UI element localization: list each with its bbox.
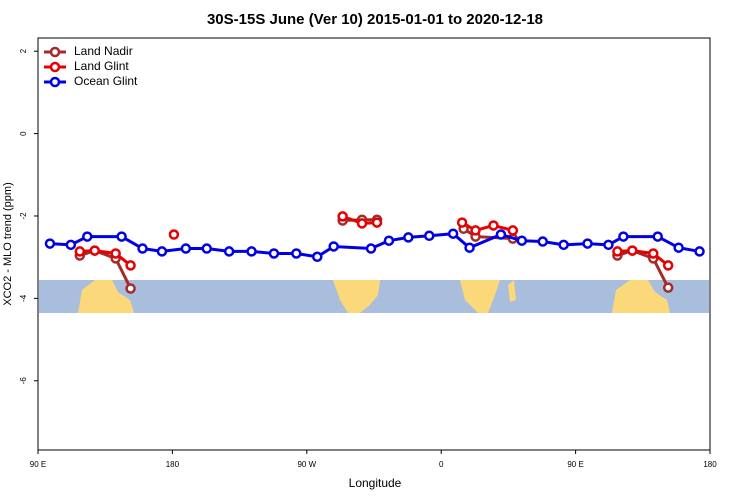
y-axis-label: XCO2 - MLO trend (ppm) [2,182,14,305]
point [65,239,77,251]
map-band [39,280,709,313]
point [627,245,638,256]
x-tick-label: 180 [166,460,180,469]
point [612,246,623,257]
plot-frame [37,37,711,451]
point [268,248,280,259]
point [365,243,377,254]
point [168,229,180,240]
point [223,246,235,257]
point [328,241,339,252]
legend-swatch-point [49,46,61,58]
chart-title: 30S-15S June (Ver 10) 2015-01-01 to 2020… [207,11,543,28]
point [456,217,468,228]
point [82,231,93,242]
legend-swatch-point [49,76,61,88]
point [537,236,548,247]
point [337,211,348,222]
point [507,225,519,236]
point [495,229,507,240]
point [582,238,593,249]
point [312,251,323,263]
point [516,235,528,246]
point [447,228,459,239]
point [125,260,136,271]
point [673,242,684,253]
x-tick-label: 180 [703,460,717,469]
point [694,246,705,257]
point [125,283,136,294]
point [156,246,168,257]
point [424,230,435,242]
point [110,248,121,259]
point [116,231,127,242]
point [488,220,499,231]
x-tick-label: 90 E [567,460,583,469]
y-tick-label: -4 [19,294,28,302]
legend-swatch-point [49,61,61,73]
legend-label: Land Nadir [74,44,133,58]
y-tick-label: 0 [19,131,28,136]
point [137,243,148,254]
point [652,231,663,242]
y-tick-label: -2 [19,212,28,220]
point [44,238,56,249]
point [662,260,674,271]
x-tick-label: 90 E [30,460,46,469]
x-axis-label: Longitude [349,476,402,490]
point [648,248,659,259]
point [89,245,100,256]
x-tick-label: 90 W [297,460,316,469]
point [371,217,383,228]
legend-label: Land Glint [74,59,129,73]
point [558,239,569,251]
series-line [79,218,670,290]
point [662,282,674,293]
point [246,246,257,257]
point [201,243,212,254]
point [464,242,475,253]
y-tick-label: 2 [19,48,28,53]
x-tick-label: 0 [439,460,444,469]
point [291,248,302,259]
point [618,231,629,242]
point [356,218,368,229]
point [383,235,395,246]
point [403,232,414,243]
point [74,246,86,257]
y-tick-label: -6 [19,377,28,385]
legend-label: Ocean Glint [74,74,138,88]
point [180,243,192,254]
point [470,225,481,236]
point [603,239,614,251]
